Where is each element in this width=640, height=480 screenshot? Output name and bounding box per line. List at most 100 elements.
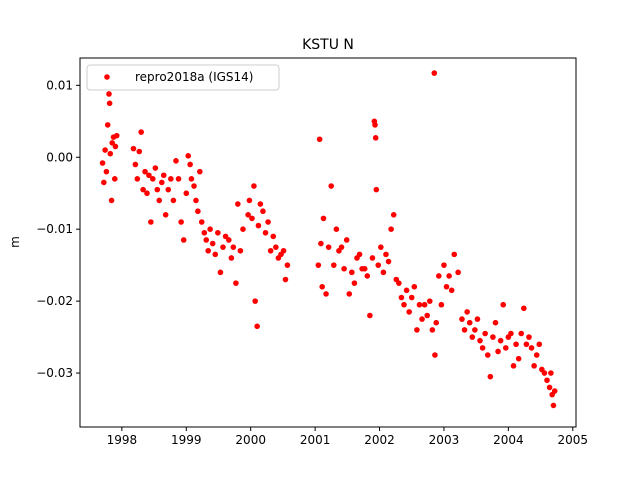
data-point [207,226,213,232]
data-point [526,334,532,340]
data-point [403,287,410,294]
data-point [152,165,159,171]
data-point [107,150,114,157]
data-point [546,384,553,391]
data-point [201,229,208,236]
data-point [260,208,266,215]
data-point [240,226,246,232]
x-tick-label: 1999 [171,433,202,447]
data-point [251,183,257,189]
x-tick-label: 2005 [558,433,589,447]
data-point [230,244,237,250]
data-point [435,273,442,279]
data-point [112,143,119,150]
data-point [180,237,187,243]
data-point [372,122,378,128]
data-point [477,337,483,344]
data-point [222,233,229,240]
data-point [502,345,509,351]
data-point [367,312,373,319]
data-point [432,352,438,358]
data-point [343,237,350,243]
data-point [482,330,488,337]
data-point [191,183,197,189]
data-point [325,244,332,250]
data-point [433,319,440,326]
data-point [429,327,436,333]
data-point [411,283,418,290]
y-tick-label: −0.01 [36,222,73,236]
data-point [217,269,224,276]
data-point [455,269,461,276]
data-point [178,219,184,225]
data-point [446,273,452,279]
data-point [280,247,287,254]
data-point [448,287,455,294]
data-point [338,244,345,250]
data-point [424,312,431,319]
data-point [464,309,470,315]
data-point [111,176,118,182]
data-point [215,229,221,236]
data-point [459,316,465,322]
data-point [414,327,420,333]
data-point [426,298,433,304]
data-point [185,153,192,159]
data-point [142,168,148,175]
data-point [203,237,210,243]
data-point [257,201,264,207]
data-point [466,319,473,326]
data-point [431,70,438,76]
data-point [315,262,322,268]
data-point [188,176,195,182]
x-tick-label: 2003 [429,433,460,447]
legend-marker [104,74,110,80]
data-point [479,345,486,351]
data-point [364,273,371,279]
data-point [497,337,504,344]
data-point [533,352,540,358]
data-point [284,262,291,268]
data-point [500,301,507,308]
data-point [198,219,205,225]
data-point [148,219,154,225]
data-point [130,145,137,152]
data-point [551,388,558,394]
data-point [474,316,481,322]
data-point [443,283,450,290]
data-point [508,330,514,337]
data-point [134,176,141,182]
data-point [396,280,402,286]
data-point [380,269,387,276]
data-point [108,197,115,204]
data-point [419,316,425,322]
data-point [523,341,530,348]
data-point [103,168,110,175]
data-point [378,244,384,250]
data-point [109,140,116,146]
data-point [106,100,113,107]
y-tick-label: 0.00 [46,150,73,164]
data-point [544,377,550,384]
data-point [113,132,120,139]
data-point [518,330,525,337]
data-point [390,212,397,218]
data-point [270,233,277,240]
x-axis: 1998 1999 2000 2001 2002 2003 2004 2005 [107,427,588,447]
data-point [195,208,201,215]
legend: repro2018a (IGS14) [86,64,280,91]
data-point [346,291,353,297]
data-point [138,129,144,135]
data-point [237,247,244,254]
chart-title: KSTU N [302,37,354,53]
data-point [484,352,491,358]
data-point [513,341,519,348]
data-point [183,190,190,197]
data-point [521,305,527,312]
data-point [233,280,239,286]
data-point [162,212,169,218]
x-tick-label: 2001 [300,433,331,447]
data-point [154,186,161,193]
data-point [461,327,468,333]
x-tick-label: 2000 [235,433,266,447]
